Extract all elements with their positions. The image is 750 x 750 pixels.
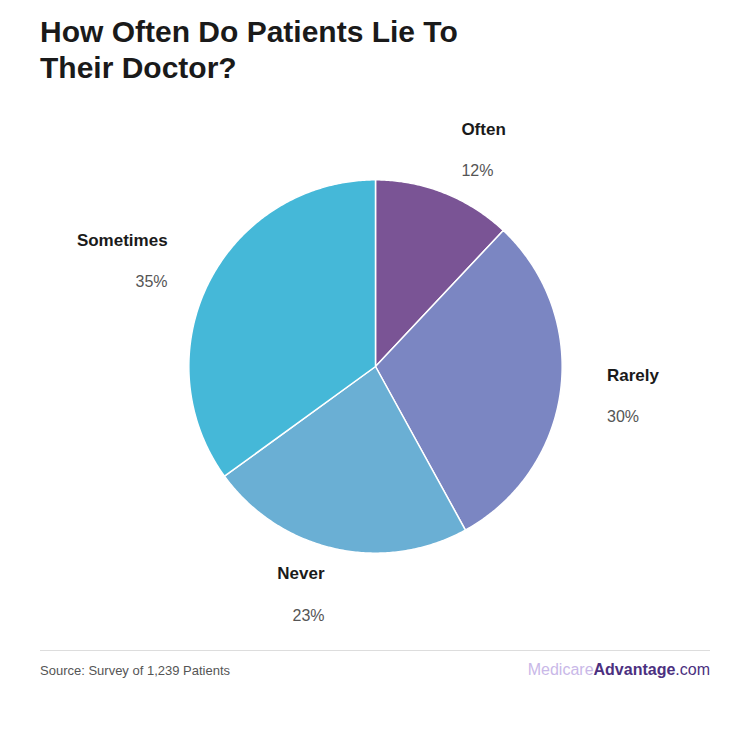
svg-text:Often: Often: [461, 120, 505, 139]
html-text:How Often Do Patients Lie To: How Often Do Patients Lie To: [40, 15, 458, 48]
svg-text:12%: 12%: [461, 162, 493, 179]
svg-text:Never: Never: [277, 564, 325, 583]
svg-text:30%: 30%: [607, 408, 639, 425]
svg-text:23%: 23%: [293, 607, 325, 624]
svg-text:Sometimes: Sometimes: [77, 231, 168, 250]
svg-text:35%: 35%: [136, 273, 168, 290]
html-text:Source: Survey of 1,239 Patien: Source: Survey of 1,239 Patients: [40, 662, 231, 678]
html-text:Their Doctor?: Their Doctor?: [40, 51, 237, 84]
html-text:Medicare Advantage.com: Medicare Advantage.com: [527, 661, 710, 678]
svg-text:Rarely: Rarely: [607, 366, 660, 385]
